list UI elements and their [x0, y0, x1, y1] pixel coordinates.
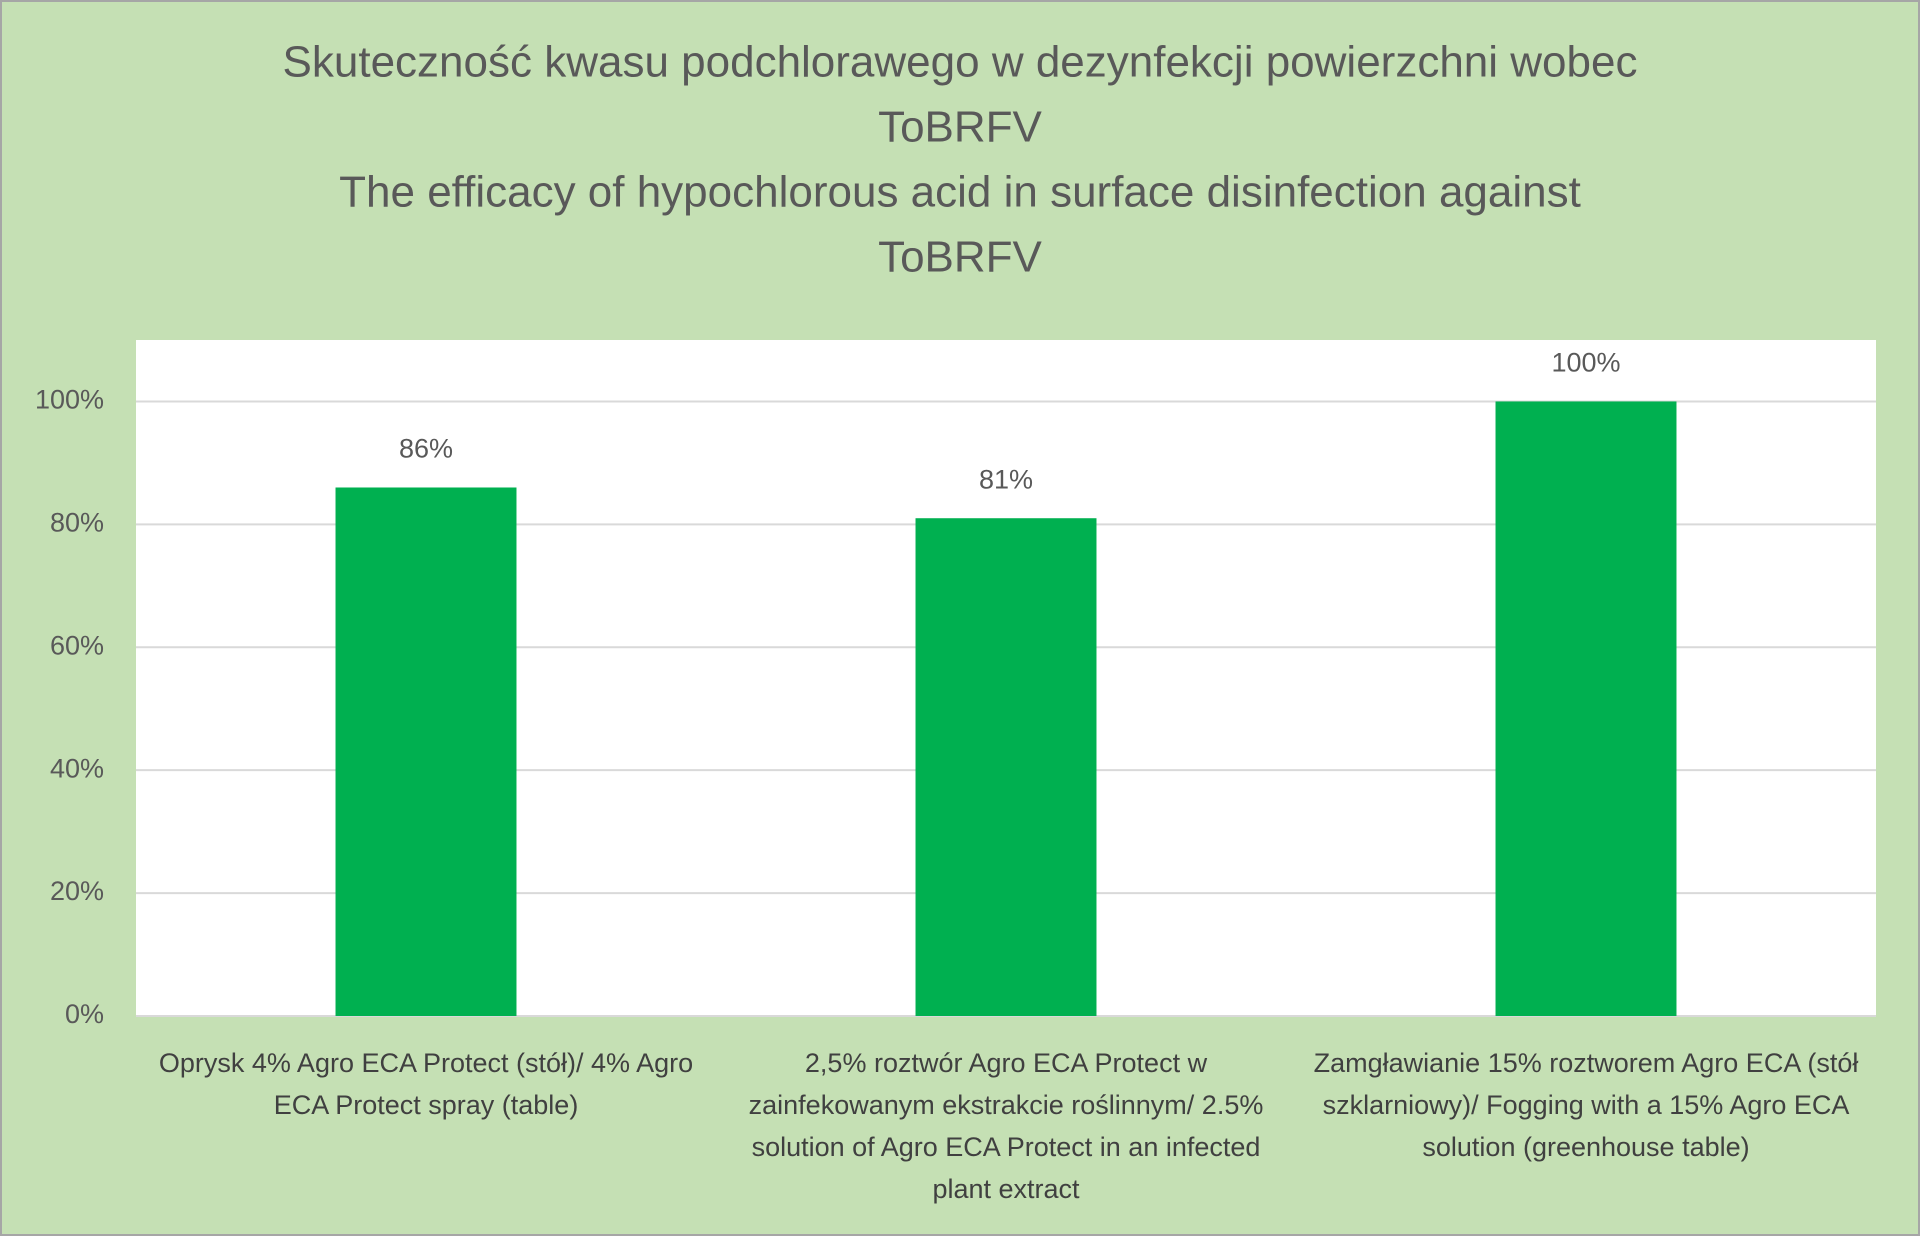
chart-title: The efficacy of hypochlorous acid in sur… [339, 168, 1581, 217]
data-label: 86% [399, 434, 453, 464]
y-tick-label: 0% [65, 999, 104, 1029]
data-label: 81% [979, 464, 1033, 494]
y-tick-label: 60% [50, 630, 104, 660]
chart-title: ToBRFV [878, 233, 1042, 282]
chart-title: Skuteczność kwasu podchlorawego w dezynf… [283, 38, 1638, 87]
chart-title: ToBRFV [878, 103, 1042, 152]
bar [1495, 401, 1677, 1016]
data-label: 100% [1551, 348, 1620, 378]
x-tick-label: Oprysk 4% Agro ECA Protect (stół)/ 4% Ag… [158, 1048, 694, 1120]
x-tick-label: 2,5% roztwór Agro ECA Protect w zainfeko… [748, 1048, 1264, 1204]
y-tick-label: 100% [35, 385, 104, 415]
y-tick-label: 80% [50, 507, 104, 537]
x-tick-label: Zamgławianie 15% roztworem Agro ECA (stó… [1313, 1048, 1859, 1162]
bar [915, 518, 1097, 1016]
bar [335, 487, 517, 1016]
y-tick-label: 40% [50, 753, 104, 783]
y-tick-label: 20% [50, 876, 104, 906]
